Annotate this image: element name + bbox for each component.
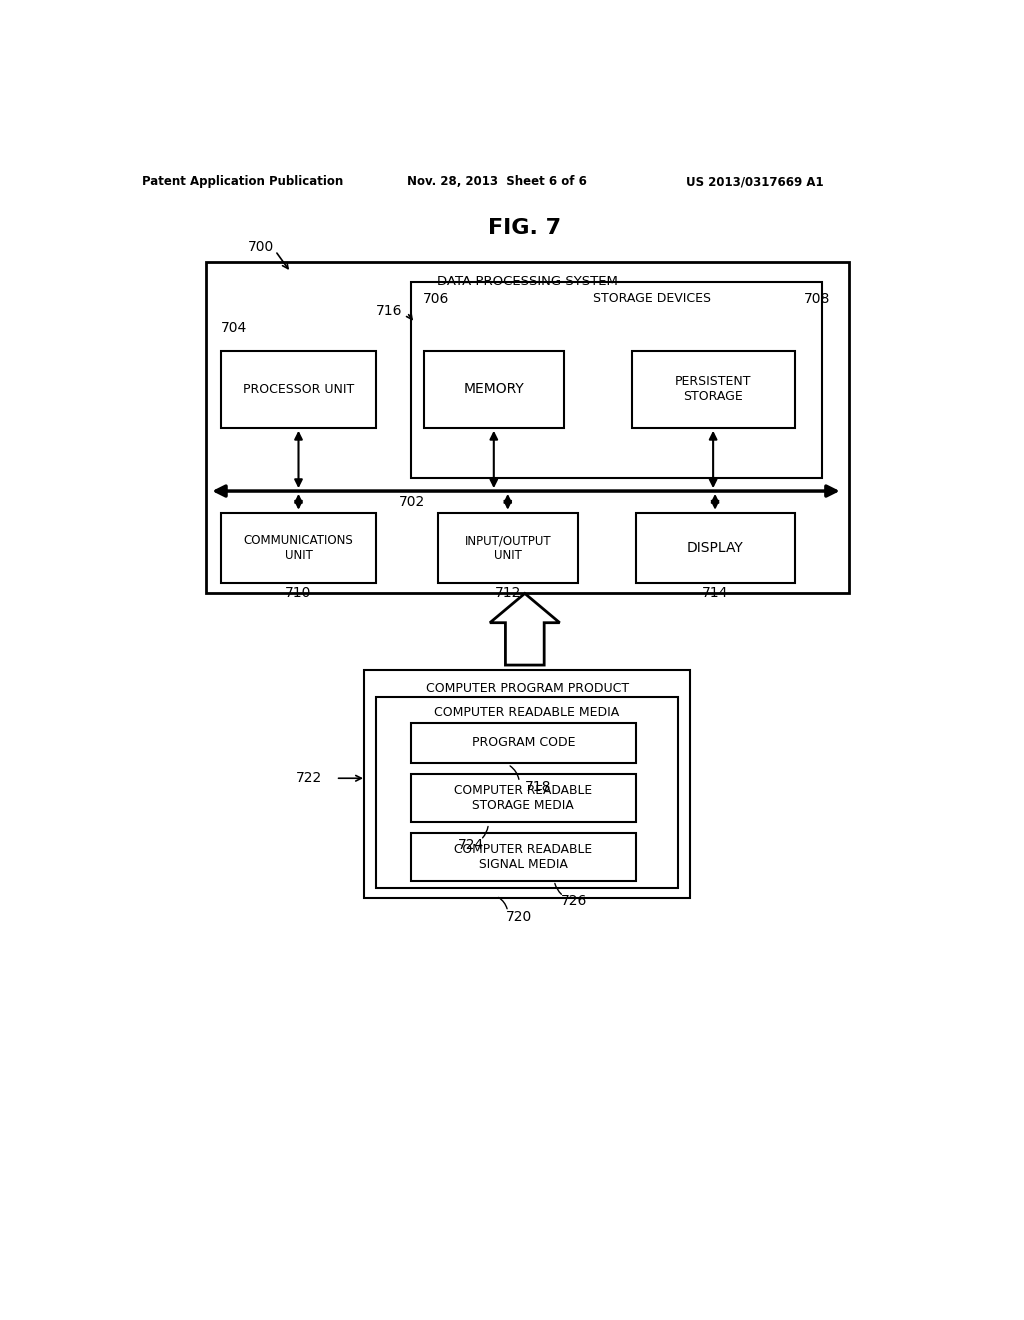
Text: COMPUTER READABLE
SIGNAL MEDIA: COMPUTER READABLE SIGNAL MEDIA: [455, 842, 592, 871]
FancyBboxPatch shape: [411, 775, 636, 822]
Text: COMMUNICATIONS
UNIT: COMMUNICATIONS UNIT: [244, 535, 353, 562]
Text: COMPUTER READABLE
STORAGE MEDIA: COMPUTER READABLE STORAGE MEDIA: [455, 784, 592, 812]
Text: 702: 702: [399, 495, 426, 508]
FancyBboxPatch shape: [424, 351, 563, 428]
Text: PROCESSOR UNIT: PROCESSOR UNIT: [243, 383, 354, 396]
FancyBboxPatch shape: [411, 281, 821, 478]
FancyBboxPatch shape: [221, 512, 376, 583]
Text: PERSISTENT
STORAGE: PERSISTENT STORAGE: [675, 375, 752, 404]
Text: INPUT/OUTPUT
UNIT: INPUT/OUTPUT UNIT: [465, 535, 551, 562]
Text: 706: 706: [423, 292, 449, 305]
Text: 724: 724: [458, 838, 483, 853]
Text: 726: 726: [560, 895, 587, 908]
Text: COMPUTER READABLE MEDIA: COMPUTER READABLE MEDIA: [434, 706, 620, 719]
Text: 714: 714: [701, 586, 728, 599]
FancyBboxPatch shape: [206, 263, 849, 594]
Text: 700: 700: [248, 240, 274, 253]
FancyBboxPatch shape: [221, 351, 376, 428]
Text: FIG. 7: FIG. 7: [488, 218, 561, 238]
Polygon shape: [489, 594, 560, 665]
FancyBboxPatch shape: [636, 512, 795, 583]
Text: 704: 704: [221, 321, 247, 335]
Text: 710: 710: [286, 586, 311, 599]
FancyBboxPatch shape: [376, 697, 678, 888]
Text: 712: 712: [495, 586, 521, 599]
Text: 720: 720: [506, 909, 532, 924]
Text: Nov. 28, 2013  Sheet 6 of 6: Nov. 28, 2013 Sheet 6 of 6: [407, 176, 587, 189]
FancyBboxPatch shape: [411, 723, 636, 763]
FancyBboxPatch shape: [365, 671, 690, 898]
FancyBboxPatch shape: [411, 833, 636, 880]
Text: PROGRAM CODE: PROGRAM CODE: [471, 737, 575, 750]
FancyBboxPatch shape: [438, 512, 578, 583]
Text: MEMORY: MEMORY: [464, 383, 524, 396]
Text: 708: 708: [804, 292, 830, 305]
Text: 716: 716: [376, 304, 402, 318]
Text: DATA PROCESSING SYSTEM: DATA PROCESSING SYSTEM: [436, 275, 617, 288]
Text: 722: 722: [296, 771, 322, 785]
Text: COMPUTER PROGRAM PRODUCT: COMPUTER PROGRAM PRODUCT: [426, 681, 629, 694]
Text: STORAGE DEVICES: STORAGE DEVICES: [593, 292, 711, 305]
Text: US 2013/0317669 A1: US 2013/0317669 A1: [686, 176, 823, 189]
Text: Patent Application Publication: Patent Application Publication: [142, 176, 343, 189]
Text: DISPLAY: DISPLAY: [687, 541, 743, 554]
FancyBboxPatch shape: [632, 351, 795, 428]
Text: 718: 718: [524, 780, 551, 795]
